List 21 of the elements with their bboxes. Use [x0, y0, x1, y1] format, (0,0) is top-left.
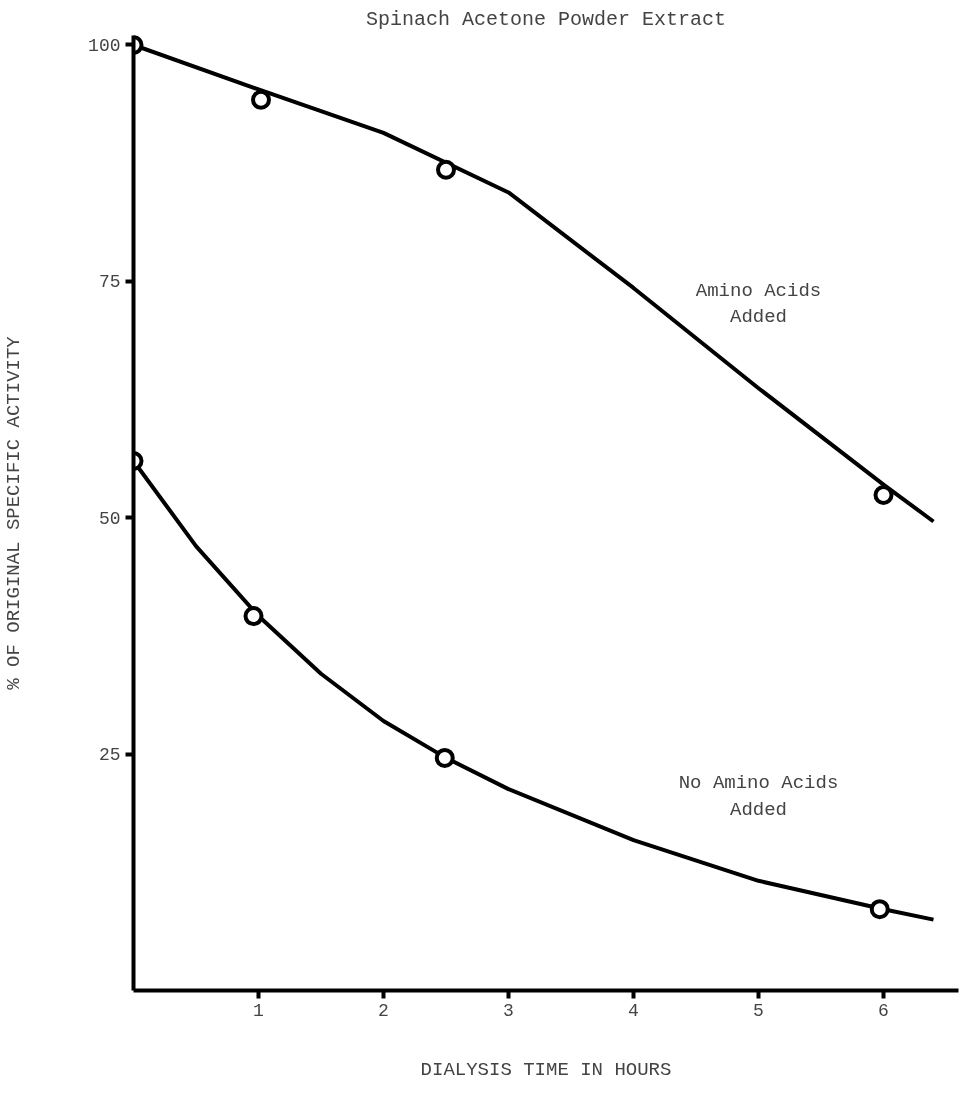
y-tick-label: 50: [98, 508, 121, 529]
x-tick-label: 6: [878, 1000, 889, 1021]
x-tick-label: 1: [253, 1000, 264, 1021]
point: [873, 485, 894, 506]
point: [243, 606, 264, 627]
point: [436, 159, 456, 180]
x-tick-label: 2: [378, 1000, 389, 1021]
point: [869, 899, 890, 920]
y-tick-label: 25: [98, 745, 121, 766]
x-tick-label: 4: [628, 1000, 639, 1021]
point: [434, 747, 455, 768]
x-axis-title: DIALYSIS TIME IN HOURS: [420, 1058, 672, 1081]
x-tick-label: 3: [503, 1000, 514, 1021]
x-tick-label: 5: [753, 1000, 764, 1021]
y-tick-label: 100: [88, 35, 121, 56]
chart-title: Spinach Acetone Powder Extract: [365, 7, 727, 31]
series-label: Amino Acids Added: [695, 279, 822, 329]
point: [251, 89, 271, 110]
series-label: No Amino Acids Added: [678, 772, 839, 821]
y-axis-title: % OF ORIGINAL SPECIFIC ACTIVITY: [3, 335, 26, 690]
y-tick-label: 75: [98, 272, 121, 293]
